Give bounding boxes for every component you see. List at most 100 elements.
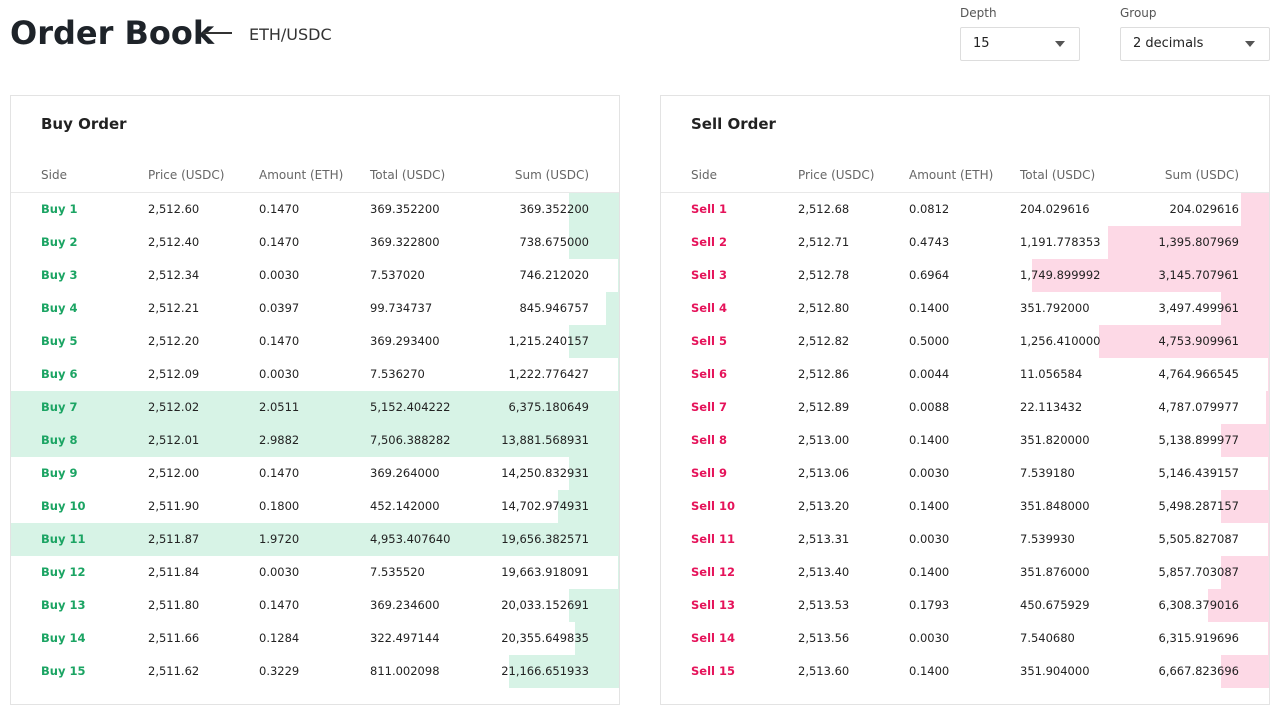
column-header: Amount (ETH): [259, 158, 343, 192]
cell: 0.0030: [259, 556, 299, 589]
order-row[interactable]: Sell 152,513.600.1400351.9040006,667.823…: [661, 655, 1269, 688]
cell: 0.5000: [909, 325, 949, 358]
order-row[interactable]: Sell 62,512.860.004411.0565844,764.96654…: [661, 358, 1269, 391]
depth-bar: [1268, 358, 1269, 391]
buy-panel: Buy OrderSidePrice (USDC)Amount (ETH)Tot…: [10, 95, 620, 705]
side: Sell 3: [691, 259, 727, 292]
cell: 2,512.71: [798, 226, 849, 259]
order-row[interactable]: Sell 122,513.400.1400351.8760005,857.703…: [661, 556, 1269, 589]
cell: 2,511.80: [148, 589, 199, 622]
order-row[interactable]: Buy 102,511.900.1800452.14200014,702.974…: [11, 490, 619, 523]
depth-bar: [1266, 391, 1269, 424]
cell: 7.536270: [370, 358, 425, 391]
order-row[interactable]: Buy 142,511.660.1284322.49714420,355.649…: [11, 622, 619, 655]
column-header: Side: [691, 158, 717, 192]
depth-bar: [1268, 457, 1269, 490]
cell: 0.1470: [259, 325, 299, 358]
cell: 2,511.84: [148, 556, 199, 589]
cell: 7.537020: [370, 259, 425, 292]
page-title: Order Book: [10, 14, 214, 52]
column-header: Total (USDC): [1020, 158, 1095, 192]
group-select[interactable]: 2 decimals: [1120, 27, 1270, 61]
order-row[interactable]: Sell 72,512.890.008822.1134324,787.07997…: [661, 391, 1269, 424]
cell: 20,033.152691: [501, 589, 589, 622]
cell: 6,308.379016: [1159, 589, 1239, 622]
order-row[interactable]: Buy 52,512.200.1470369.2934001,215.24015…: [11, 325, 619, 358]
order-row[interactable]: Sell 92,513.060.00307.5391805,146.439157: [661, 457, 1269, 490]
order-row[interactable]: Buy 42,512.210.039799.734737845.946757: [11, 292, 619, 325]
order-row[interactable]: Buy 132,511.800.1470369.23460020,033.152…: [11, 589, 619, 622]
cell: 2.9882: [259, 424, 299, 457]
order-row[interactable]: Sell 112,513.310.00307.5399305,505.82708…: [661, 523, 1269, 556]
cell: 2,513.53: [798, 589, 849, 622]
cell: 2,512.86: [798, 358, 849, 391]
cell: 1,395.807969: [1159, 226, 1239, 259]
side: Sell 5: [691, 325, 727, 358]
side: Buy 12: [41, 556, 85, 589]
order-row[interactable]: Buy 122,511.840.00307.53552019,663.91809…: [11, 556, 619, 589]
cell: 99.734737: [370, 292, 432, 325]
order-row[interactable]: Buy 82,512.012.98827,506.38828213,881.56…: [11, 424, 619, 457]
depth-select[interactable]: 15: [960, 27, 1080, 61]
cell: 0.1400: [909, 292, 949, 325]
cell: 7.540680: [1020, 622, 1075, 655]
cell: 2,512.60: [148, 193, 199, 226]
cell: 1,191.778353: [1020, 226, 1100, 259]
cell: 1.9720: [259, 523, 299, 556]
cell: 204.029616: [1169, 193, 1239, 226]
order-row[interactable]: Sell 132,513.530.1793450.6759296,308.379…: [661, 589, 1269, 622]
cell: 2,512.80: [798, 292, 849, 325]
order-row[interactable]: Sell 52,512.820.50001,256.4100004,753.90…: [661, 325, 1269, 358]
order-row[interactable]: Buy 12,512.600.1470369.352200369.352200: [11, 193, 619, 226]
cell: 6,315.919696: [1159, 622, 1239, 655]
cell: 7.539930: [1020, 523, 1075, 556]
panel-title: Sell Order: [691, 115, 776, 133]
order-row[interactable]: Buy 72,512.022.05115,152.4042226,375.180…: [11, 391, 619, 424]
cell: 5,152.404222: [370, 391, 450, 424]
order-row[interactable]: Sell 22,512.710.47431,191.7783531,395.80…: [661, 226, 1269, 259]
cell: 5,857.703087: [1159, 556, 1239, 589]
cell: 14,702.974931: [501, 490, 589, 523]
order-row[interactable]: Sell 102,513.200.1400351.8480005,498.287…: [661, 490, 1269, 523]
cell: 4,787.079977: [1159, 391, 1239, 424]
column-header: Sum (USDC): [515, 158, 589, 192]
cell: 7.539180: [1020, 457, 1075, 490]
cell: 7.535520: [370, 556, 425, 589]
cell: 351.904000: [1020, 655, 1090, 688]
side: Buy 14: [41, 622, 85, 655]
order-row[interactable]: Sell 42,512.800.1400351.7920003,497.4999…: [661, 292, 1269, 325]
cell: 2,511.66: [148, 622, 199, 655]
cell: 2.0511: [259, 391, 299, 424]
cell: 204.029616: [1020, 193, 1090, 226]
column-header: Price (USDC): [798, 158, 874, 192]
cell: 845.946757: [519, 292, 589, 325]
order-row[interactable]: Buy 112,511.871.97204,953.40764019,656.3…: [11, 523, 619, 556]
column-header: Side: [41, 158, 67, 192]
order-row[interactable]: Buy 62,512.090.00307.5362701,222.776427: [11, 358, 619, 391]
order-row[interactable]: Buy 92,512.000.1470369.26400014,250.8329…: [11, 457, 619, 490]
depth-bar: [1268, 523, 1269, 556]
side: Sell 6: [691, 358, 727, 391]
order-row[interactable]: Sell 142,513.560.00307.5406806,315.91969…: [661, 622, 1269, 655]
depth-bar: [606, 292, 619, 325]
order-row[interactable]: Sell 82,513.000.1400351.8200005,138.8999…: [661, 424, 1269, 457]
cell: 1,256.410000: [1020, 325, 1100, 358]
cell: 5,138.899977: [1159, 424, 1239, 457]
cell: 3,497.499961: [1159, 292, 1239, 325]
order-row[interactable]: Sell 12,512.680.0812204.029616204.029616: [661, 193, 1269, 226]
cell: 2,513.31: [798, 523, 849, 556]
cell: 351.792000: [1020, 292, 1090, 325]
side: Sell 14: [691, 622, 735, 655]
depth-label: Depth: [960, 6, 997, 20]
order-row[interactable]: Buy 32,512.340.00307.537020746.212020: [11, 259, 619, 292]
cell: 22.113432: [1020, 391, 1082, 424]
order-row[interactable]: Sell 32,512.780.69641,749.8999923,145.70…: [661, 259, 1269, 292]
cell: 0.0044: [909, 358, 949, 391]
cell: 1,749.899992: [1020, 259, 1100, 292]
order-row[interactable]: Buy 22,512.400.1470369.322800738.675000: [11, 226, 619, 259]
order-row[interactable]: Buy 152,511.620.3229811.00209821,166.651…: [11, 655, 619, 688]
cell: 2,512.21: [148, 292, 199, 325]
side: Buy 15: [41, 655, 85, 688]
table-header: SidePrice (USDC)Amount (ETH)Total (USDC)…: [661, 158, 1269, 193]
